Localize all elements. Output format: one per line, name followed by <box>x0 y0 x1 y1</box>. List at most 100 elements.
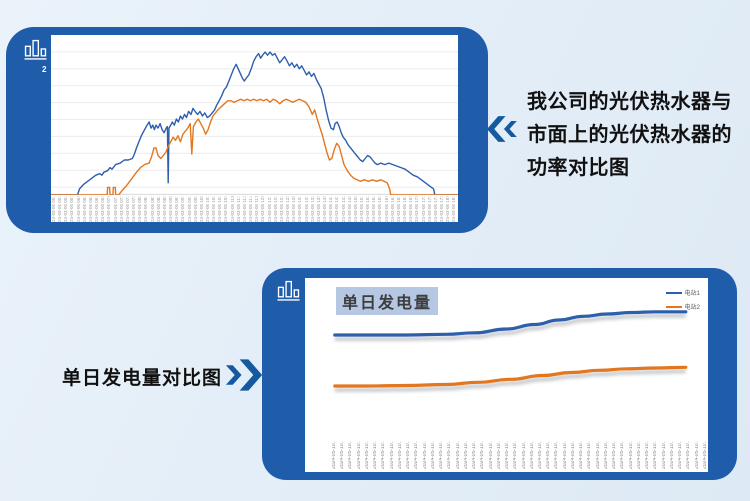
x-tick-label: 2024-05-10.. <box>513 440 519 469</box>
x-tick-label: 24-03-05 12:40 <box>279 196 284 222</box>
x-tick-label: 24-03-05 07:40 <box>125 196 130 222</box>
x-tick-label: 24-03-05 16:04 <box>384 196 389 222</box>
x-tick-label: 24-03-05 07:52 <box>132 196 137 222</box>
x-tick-label: 2024-05-10.. <box>332 440 337 469</box>
x-tick-label: 24-03-05 10:04 <box>199 196 204 222</box>
x-tick-label: 24-03-05 06:28 <box>88 196 93 222</box>
x-tick-label: 24-03-05 09:28 <box>181 196 186 222</box>
x-tick-label: 2024-05-10.. <box>702 440 708 469</box>
power-line-chart <box>51 51 458 196</box>
x-tick-label: 24-03-05 13:04 <box>292 196 297 222</box>
x-tick-label: 24-03-05 13:40 <box>310 196 315 222</box>
x-tick-label: 2024-05-10.. <box>463 440 469 469</box>
x-tick-label: 2024-05-10.. <box>529 440 535 469</box>
x-tick-label: 24-03-05 15:52 <box>378 196 383 222</box>
x-tick-label: 24-03-05 17:04 <box>415 196 420 222</box>
bar-chart-icon <box>24 39 47 65</box>
x-tick-label: 2024-05-10.. <box>686 440 692 469</box>
x-tick-label: 24-03-05 12:28 <box>273 196 278 222</box>
x-tick-label: 24-03-05 07:16 <box>113 196 118 222</box>
x-tick-label: 2024-05-10.. <box>496 440 502 469</box>
x-tick-label: 2024-05-10.. <box>439 440 445 469</box>
x-tick-label: 2024-05-10.. <box>455 440 461 469</box>
x-tick-label: 24-03-05 11:16 <box>236 196 241 222</box>
x-tick-label: 2024-05-10.. <box>521 440 527 469</box>
x-tick-label: 2024-05-10.. <box>447 440 453 469</box>
x-tick-label: 2024-05-10.. <box>587 440 593 469</box>
x-tick-label: 2024-05-10.. <box>422 440 428 469</box>
x-tick-label: 24-03-05 12:16 <box>267 196 272 222</box>
x-tick-label: 24-03-05 06:04 <box>76 196 81 222</box>
daily-chart-plot-area: 单日发电量 电站1 电站2 2024-05-10.. 2024-05-10.. 20… <box>305 278 708 472</box>
x-tick-label: 24-03-05 11:40 <box>249 196 254 222</box>
x-tick-label: 2024-05-10.. <box>472 440 478 469</box>
x-tick-label: 24-03-05 09:40 <box>187 196 192 222</box>
legend-item-station2: 电站2 <box>665 302 700 311</box>
series1-color-swatch <box>665 291 682 294</box>
x-tick-label: 2024-05-10.. <box>373 440 379 469</box>
x-tick-label: 24-03-05 15:40 <box>372 196 377 222</box>
x-tick-label: 2024-05-10.. <box>694 440 700 469</box>
callout-line: 功率对比图 <box>527 157 630 179</box>
x-tick-label: 24-03-05 11:28 <box>242 196 247 222</box>
series2-color-swatch <box>665 305 682 308</box>
x-tick-label: 24-03-05 13:16 <box>298 196 303 222</box>
x-tick-label: 2024-05-10.. <box>397 440 403 469</box>
x-tick-label: 2024-05-10.. <box>620 440 626 469</box>
x-tick-label: 24-03-05 18:16 <box>452 196 457 222</box>
x-tick-label: 24-03-05 14:28 <box>335 196 340 222</box>
x-tick-label: 24-03-05 09:16 <box>175 196 180 222</box>
x-tick-label: 24-03-05 07:28 <box>119 196 124 222</box>
x-tick-label: 24-03-05 12:52 <box>286 196 291 222</box>
x-tick-label: 2024-05-10.. <box>505 440 511 469</box>
x-tick-label: 2024-05-10.. <box>488 440 494 469</box>
x-tick-label: 24-03-05 14:52 <box>347 196 352 222</box>
legend-label-station1: 电站1 <box>684 291 700 297</box>
x-tick-label: 24-03-05 14:40 <box>341 196 346 222</box>
x-tick-label: 24-03-05 17:28 <box>427 196 432 222</box>
power-callout-text: 我公司的光伏热水器与 市面上的光伏热水器的 功率对比图 <box>527 86 739 185</box>
x-tick-label: 2024-05-10.. <box>554 440 560 469</box>
x-tick-label: 24-03-05 05:40 <box>64 196 69 222</box>
x-tick-label: 24-03-05 17:52 <box>440 196 445 222</box>
x-tick-label: 24-03-05 13:52 <box>316 196 321 222</box>
x-tick-label: 2024-05-10.. <box>661 440 667 469</box>
x-tick-label: 24-03-05 07:04 <box>107 196 112 222</box>
x-tick-label: 2024-05-10.. <box>348 440 354 469</box>
x-tick-label: 2024-05-10.. <box>480 440 486 469</box>
x-tick-label: 2024-05-10.. <box>406 440 412 469</box>
x-tick-label: 2024-05-10.. <box>669 440 675 469</box>
x-tick-label: 24-03-05 10:52 <box>224 196 229 222</box>
x-tick-label: 24-03-05 17:40 <box>433 196 438 222</box>
x-tick-label: 2024-05-10.. <box>645 440 651 469</box>
clipped-y-axis-label: 2 <box>42 65 47 74</box>
x-tick-label: 24-03-05 18:04 <box>446 196 451 222</box>
x-tick-label: 2024-05-10.. <box>653 440 659 469</box>
legend-label-station2: 电站2 <box>684 305 700 311</box>
x-tick-label: 2024-05-10.. <box>579 440 585 469</box>
x-tick-label: 2024-05-10.. <box>612 440 618 469</box>
x-tick-label: 2024-05-10.. <box>381 440 387 469</box>
x-tick-label: 24-03-05 13:28 <box>304 196 309 222</box>
x-tick-label: 2024-05-10.. <box>364 440 370 469</box>
x-tick-label: 24-03-05 05:28 <box>58 196 63 222</box>
x-tick-label: 2024-05-10.. <box>414 440 420 469</box>
callout-line: 我公司的光伏热水器与 <box>527 91 732 113</box>
x-tick-label: 24-03-05 08:40 <box>156 196 161 222</box>
x-tick-label: 24-03-05 16:28 <box>396 196 401 222</box>
x-tick-label: 2024-05-10.. <box>595 440 601 469</box>
bar-chart-icon <box>277 280 300 306</box>
chart-title: 单日发电量 <box>336 287 439 315</box>
x-tick-label: 2024-05-10.. <box>562 440 568 469</box>
x-tick-label: 2024-05-10.. <box>678 440 684 469</box>
double-chevron-left-icon <box>483 112 520 151</box>
x-tick-label: 24-03-05 15:04 <box>353 196 358 222</box>
x-tick-label: 2024-05-10.. <box>389 440 395 469</box>
x-tick-label: 24-03-05 06:16 <box>82 196 87 222</box>
x-tick-label: 24-03-05 05:16 <box>52 196 56 222</box>
x-tick-label: 24-03-05 10:28 <box>212 196 217 222</box>
x-tick-label: 24-03-05 15:16 <box>360 196 364 222</box>
x-tick-label: 2024-05-10.. <box>570 440 576 469</box>
